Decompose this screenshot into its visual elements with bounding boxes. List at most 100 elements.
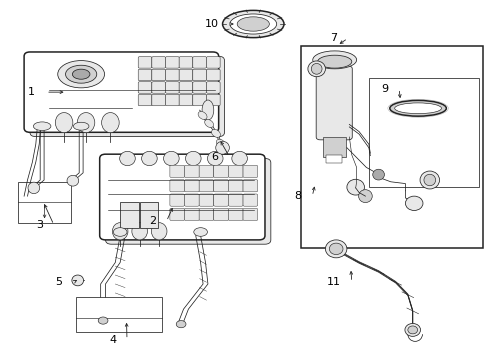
Ellipse shape xyxy=(132,223,147,240)
Ellipse shape xyxy=(394,103,441,114)
FancyBboxPatch shape xyxy=(192,94,206,106)
Text: 4: 4 xyxy=(109,334,116,345)
Ellipse shape xyxy=(102,113,119,133)
Ellipse shape xyxy=(112,223,128,240)
FancyBboxPatch shape xyxy=(184,194,199,206)
Ellipse shape xyxy=(67,175,79,186)
Ellipse shape xyxy=(113,228,127,236)
FancyBboxPatch shape xyxy=(152,69,165,81)
FancyBboxPatch shape xyxy=(165,57,179,68)
FancyBboxPatch shape xyxy=(199,180,213,192)
Text: 3: 3 xyxy=(36,220,43,230)
Text: 8: 8 xyxy=(294,191,301,201)
FancyBboxPatch shape xyxy=(192,57,206,68)
FancyBboxPatch shape xyxy=(100,154,264,240)
FancyBboxPatch shape xyxy=(199,208,213,221)
Text: 10: 10 xyxy=(204,19,218,29)
Ellipse shape xyxy=(73,122,89,130)
FancyBboxPatch shape xyxy=(199,194,213,206)
Ellipse shape xyxy=(33,122,51,131)
Ellipse shape xyxy=(120,151,135,166)
Bar xyxy=(300,45,483,248)
Ellipse shape xyxy=(311,63,322,74)
Ellipse shape xyxy=(193,228,207,236)
FancyBboxPatch shape xyxy=(138,82,152,93)
Ellipse shape xyxy=(312,51,356,69)
FancyBboxPatch shape xyxy=(213,194,228,206)
Ellipse shape xyxy=(65,65,97,83)
Ellipse shape xyxy=(151,223,166,240)
FancyBboxPatch shape xyxy=(243,208,257,221)
FancyBboxPatch shape xyxy=(179,69,192,81)
Ellipse shape xyxy=(163,151,179,166)
Ellipse shape xyxy=(98,317,108,324)
Ellipse shape xyxy=(202,100,213,120)
FancyBboxPatch shape xyxy=(243,165,257,177)
Bar xyxy=(322,137,345,157)
FancyBboxPatch shape xyxy=(30,56,224,136)
FancyBboxPatch shape xyxy=(24,52,218,132)
FancyBboxPatch shape xyxy=(105,158,270,244)
FancyBboxPatch shape xyxy=(169,194,184,206)
FancyBboxPatch shape xyxy=(199,165,213,177)
Ellipse shape xyxy=(405,196,422,211)
Bar xyxy=(140,202,158,228)
Ellipse shape xyxy=(198,112,206,120)
Ellipse shape xyxy=(72,69,90,79)
Text: 6: 6 xyxy=(211,152,218,162)
FancyBboxPatch shape xyxy=(213,180,228,192)
Ellipse shape xyxy=(77,113,95,133)
Ellipse shape xyxy=(325,240,346,258)
FancyBboxPatch shape xyxy=(228,194,243,206)
FancyBboxPatch shape xyxy=(192,69,206,81)
FancyBboxPatch shape xyxy=(213,208,228,221)
FancyBboxPatch shape xyxy=(316,66,351,140)
FancyBboxPatch shape xyxy=(165,69,179,81)
FancyBboxPatch shape xyxy=(138,57,152,68)
Bar xyxy=(120,202,139,228)
Ellipse shape xyxy=(215,141,229,154)
FancyBboxPatch shape xyxy=(179,94,192,106)
Ellipse shape xyxy=(211,129,220,138)
Ellipse shape xyxy=(222,10,284,38)
Ellipse shape xyxy=(216,139,225,147)
Ellipse shape xyxy=(389,100,446,116)
FancyBboxPatch shape xyxy=(138,69,152,81)
Text: 11: 11 xyxy=(326,277,340,287)
Ellipse shape xyxy=(142,151,157,166)
Ellipse shape xyxy=(358,190,371,203)
Bar xyxy=(326,155,341,163)
FancyBboxPatch shape xyxy=(152,57,165,68)
Ellipse shape xyxy=(185,151,201,166)
Text: 7: 7 xyxy=(329,33,336,43)
Ellipse shape xyxy=(204,120,213,127)
Bar xyxy=(368,78,478,187)
Bar xyxy=(18,182,71,223)
FancyBboxPatch shape xyxy=(179,57,192,68)
FancyBboxPatch shape xyxy=(165,82,179,93)
Ellipse shape xyxy=(346,179,364,195)
Text: 2: 2 xyxy=(148,216,156,226)
Ellipse shape xyxy=(404,323,420,336)
FancyBboxPatch shape xyxy=(169,208,184,221)
Ellipse shape xyxy=(329,243,342,255)
Ellipse shape xyxy=(229,14,276,34)
FancyBboxPatch shape xyxy=(213,165,228,177)
Ellipse shape xyxy=(372,169,384,180)
FancyBboxPatch shape xyxy=(228,208,243,221)
FancyBboxPatch shape xyxy=(138,94,152,106)
FancyBboxPatch shape xyxy=(184,208,199,221)
FancyBboxPatch shape xyxy=(228,180,243,192)
Ellipse shape xyxy=(28,182,40,194)
FancyBboxPatch shape xyxy=(206,82,220,93)
Ellipse shape xyxy=(419,171,439,189)
FancyBboxPatch shape xyxy=(165,94,179,106)
FancyBboxPatch shape xyxy=(152,94,165,106)
Ellipse shape xyxy=(307,61,325,77)
Text: 5: 5 xyxy=(56,277,62,287)
FancyBboxPatch shape xyxy=(228,165,243,177)
FancyBboxPatch shape xyxy=(206,57,220,68)
FancyBboxPatch shape xyxy=(192,82,206,93)
Ellipse shape xyxy=(58,60,104,88)
FancyBboxPatch shape xyxy=(184,180,199,192)
